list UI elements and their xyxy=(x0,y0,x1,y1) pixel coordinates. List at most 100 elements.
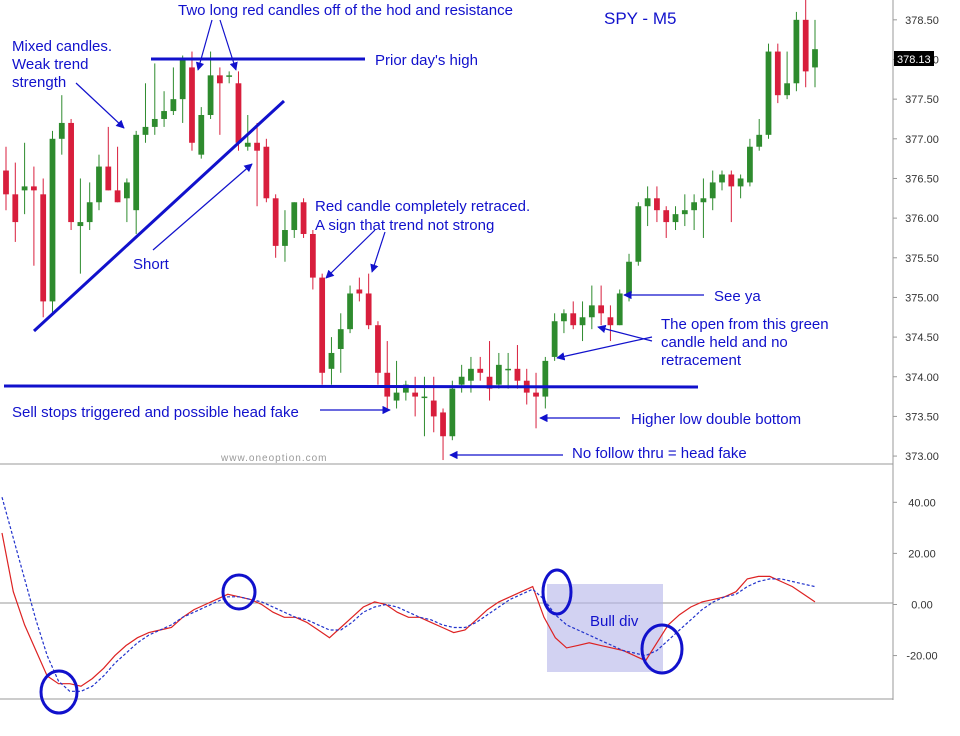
candle-body xyxy=(347,293,353,330)
candle xyxy=(700,178,707,238)
candle xyxy=(505,352,512,389)
candle-body xyxy=(458,376,465,385)
candle-body xyxy=(681,210,688,215)
candle xyxy=(337,313,344,373)
candle xyxy=(49,130,56,314)
candle xyxy=(96,154,102,211)
candle-body xyxy=(700,198,707,203)
candle xyxy=(440,408,446,461)
oscillator-tick-label: 40.00 xyxy=(908,497,936,509)
candle xyxy=(495,352,502,389)
candle xyxy=(375,321,381,385)
candle-body xyxy=(440,412,446,437)
arrow-open-held-1 xyxy=(556,336,653,361)
candle xyxy=(672,206,679,231)
candle-body xyxy=(709,182,716,199)
candle-body xyxy=(49,138,56,302)
candle-body xyxy=(3,170,9,195)
candle xyxy=(31,166,37,266)
candle xyxy=(477,356,484,381)
oscillator-series xyxy=(1,497,816,692)
candle xyxy=(300,198,307,238)
candle-body xyxy=(579,317,586,326)
candle xyxy=(207,51,214,119)
price-tick-label: 376.50 xyxy=(905,173,939,185)
oscillator-line-1 xyxy=(1,532,816,687)
annotation-red-retraced-1: Red candle completely retraced. xyxy=(315,198,530,215)
candle-body xyxy=(282,230,288,246)
candle-body xyxy=(533,392,539,397)
candle xyxy=(254,122,260,207)
candle xyxy=(747,138,753,187)
candle-body xyxy=(291,202,298,231)
candle-body xyxy=(412,392,419,397)
candle-body xyxy=(728,174,735,187)
candle xyxy=(765,43,772,139)
annotation-no-follow: No follow thru = head fake xyxy=(572,445,747,462)
candle xyxy=(644,186,651,227)
annotation-bull-div: Bull div xyxy=(590,613,639,630)
candle-body xyxy=(96,166,102,203)
candle xyxy=(616,289,623,326)
candle-body xyxy=(654,198,660,211)
candle-body xyxy=(561,313,567,322)
circle-high-right xyxy=(541,568,573,616)
circle-high-left xyxy=(221,573,257,611)
price-tick-label: 373.50 xyxy=(905,411,939,423)
candle xyxy=(328,337,335,385)
candle xyxy=(21,142,28,215)
candle-body xyxy=(784,83,790,96)
candle-body xyxy=(747,146,753,183)
candle xyxy=(105,126,112,191)
candle-body xyxy=(570,313,577,326)
candle-body xyxy=(616,293,623,326)
arrow-two-red-2 xyxy=(219,19,238,71)
oscillator-tick-label: 20.00 xyxy=(908,548,936,560)
candle xyxy=(402,380,409,401)
candle-body xyxy=(375,325,381,373)
arrow-red-retraced-1 xyxy=(325,229,376,279)
candle-body xyxy=(495,364,502,385)
candle xyxy=(514,345,521,389)
candle xyxy=(756,118,763,151)
candle xyxy=(533,372,539,429)
candle xyxy=(579,301,586,342)
candle-body xyxy=(421,396,428,399)
candle-body xyxy=(802,19,809,72)
price-tick-label: 378.50 xyxy=(905,15,939,27)
candle xyxy=(77,178,84,274)
candle xyxy=(551,313,558,361)
oscillator-axis-ticks: 40.00 20.00 0.00 -20.00 xyxy=(893,497,938,663)
annotation-open-held-2: candle held and no xyxy=(661,334,788,351)
candle-body xyxy=(198,115,205,155)
candle xyxy=(263,138,270,203)
candle-body xyxy=(263,146,270,199)
candle-body xyxy=(31,186,37,191)
annotation-mixed-1: Mixed candles. xyxy=(12,38,112,55)
candle xyxy=(226,71,233,84)
candle xyxy=(235,71,242,151)
current-price-tag xyxy=(894,51,934,66)
arrow-red-retraced-2 xyxy=(370,231,386,273)
candle-body xyxy=(300,202,307,234)
candle-body xyxy=(114,190,121,203)
candle xyxy=(598,285,605,326)
candle-body xyxy=(505,368,512,371)
candle xyxy=(365,273,372,330)
candle xyxy=(114,146,121,203)
annotation-higher-low: Higher low double bottom xyxy=(631,411,801,428)
arrow-open-held-2 xyxy=(597,324,653,342)
arrow-mixed xyxy=(75,82,125,129)
candle xyxy=(728,170,735,223)
oscillator-line-2 xyxy=(1,497,816,692)
candle-body xyxy=(337,329,344,349)
candle-body xyxy=(626,261,632,294)
candle xyxy=(58,95,65,155)
annotation-see-ya: See ya xyxy=(714,288,761,305)
annotation-red-retraced-2: A sign that trend not strong xyxy=(315,217,494,234)
candle-body xyxy=(142,126,149,135)
candle-body xyxy=(756,134,763,147)
candlestick-series xyxy=(3,0,818,461)
candle-body xyxy=(161,111,167,119)
candle-body xyxy=(430,400,437,417)
